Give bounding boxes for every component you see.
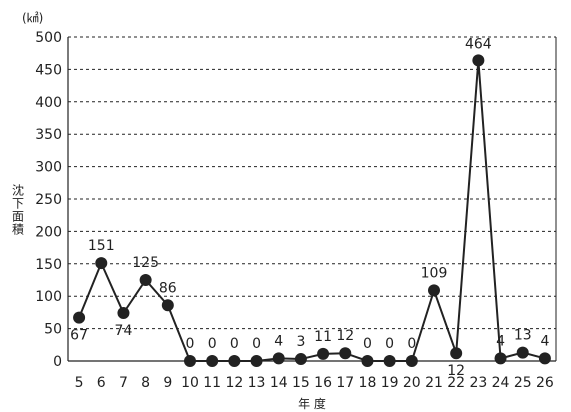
y-tick-label: 100 xyxy=(35,289,62,305)
y-tick-labels: 0 50 100 150 200 250 300 350 400 450 500 xyxy=(35,30,62,370)
data-point xyxy=(339,347,352,360)
data-label: 0 xyxy=(208,336,217,352)
data-point xyxy=(516,346,529,359)
x-tick-label: 11 xyxy=(203,375,221,391)
x-tick-label: 21 xyxy=(425,375,443,391)
x-tick-label: 17 xyxy=(336,375,354,391)
data-label: 125 xyxy=(132,255,159,271)
x-tick-label: 6 xyxy=(97,375,106,391)
data-label: 12 xyxy=(447,363,465,379)
x-axis-title: 年 度 xyxy=(298,396,326,411)
data-point xyxy=(361,355,374,367)
x-tick-label: 5 xyxy=(75,375,84,391)
data-label: 3 xyxy=(296,334,305,350)
x-tick-label: 16 xyxy=(314,375,332,391)
x-tick-labels: 5 6 7 8 9 10 11 12 13 14 15 16 17 18 19 20 21 22 23 24 25 26 xyxy=(75,375,554,391)
x-tick-label: 20 xyxy=(403,375,421,391)
data-label: 0 xyxy=(230,336,239,352)
x-tick-label: 7 xyxy=(119,375,128,391)
x-tick-label: 10 xyxy=(181,375,199,391)
y-axis-title-char: 積 xyxy=(12,222,24,237)
y-tick-label: 200 xyxy=(35,224,62,240)
data-point xyxy=(206,355,219,367)
data-label: 4 xyxy=(274,333,283,349)
data-label: 0 xyxy=(252,336,261,352)
y-tick-label: 300 xyxy=(35,160,62,176)
data-label: 4 xyxy=(496,333,505,349)
data-label: 67 xyxy=(70,328,88,344)
data-point xyxy=(450,347,463,360)
y-tick-label: 350 xyxy=(35,127,62,143)
data-point xyxy=(73,311,86,324)
axes xyxy=(67,37,557,362)
y-tick-label: 50 xyxy=(44,322,62,338)
data-label: 0 xyxy=(407,336,416,352)
x-tick-label: 22 xyxy=(447,375,465,391)
x-tick-label: 8 xyxy=(141,375,150,391)
data-point xyxy=(161,299,174,312)
y-axis-title-char: 面 xyxy=(12,210,24,224)
series-line-path xyxy=(78,60,546,362)
data-point xyxy=(317,347,330,360)
data-label: 11 xyxy=(314,329,332,345)
data-label: 86 xyxy=(159,280,177,296)
y-axis-title: 沈下面積 xyxy=(12,183,24,237)
data-label: 464 xyxy=(465,36,492,52)
x-tick-label: 23 xyxy=(469,375,487,391)
data-point xyxy=(428,284,440,297)
y-axis-title-char: 沈 xyxy=(12,183,24,198)
x-tick-label: 19 xyxy=(381,375,399,391)
data-point xyxy=(117,307,130,320)
data-points xyxy=(73,54,551,367)
y-tick-label: 400 xyxy=(35,95,62,111)
data-point xyxy=(184,355,196,367)
y-axis-unit: (㎢) xyxy=(22,11,43,25)
data-point xyxy=(405,355,418,367)
x-tick-label: 18 xyxy=(359,375,377,391)
data-label: 74 xyxy=(115,323,133,339)
data-label: 13 xyxy=(514,328,532,344)
data-point xyxy=(250,355,263,367)
data-point xyxy=(383,355,396,367)
data-point xyxy=(538,352,551,365)
data-point xyxy=(272,352,285,365)
data-label: 12 xyxy=(336,328,354,344)
x-tick-label: 24 xyxy=(492,375,510,391)
data-label: 0 xyxy=(186,336,195,352)
data-label: 151 xyxy=(88,238,115,254)
y-tick-label: 500 xyxy=(35,30,62,46)
x-tick-label: 13 xyxy=(248,375,266,391)
x-tick-label: 12 xyxy=(225,375,243,391)
data-point xyxy=(95,257,108,270)
data-label: 0 xyxy=(385,336,394,352)
data-point xyxy=(494,352,507,365)
x-tick-label: 9 xyxy=(163,375,172,391)
y-tick-label: 250 xyxy=(35,192,62,208)
data-point xyxy=(294,353,307,366)
x-tick-label: 26 xyxy=(536,375,554,391)
data-label: 109 xyxy=(421,265,448,281)
y-axis-title-char: 下 xyxy=(12,197,24,211)
data-point xyxy=(139,274,152,286)
data-point xyxy=(228,355,241,367)
data-label: 4 xyxy=(540,333,549,349)
y-tick-label: 450 xyxy=(35,62,62,78)
x-tick-label: 25 xyxy=(514,375,532,391)
data-label: 0 xyxy=(363,336,372,352)
data-point xyxy=(472,54,485,67)
x-tick-label: 14 xyxy=(270,375,288,391)
series-line xyxy=(78,60,546,362)
x-tick-label: 15 xyxy=(292,375,310,391)
y-tick-label: 0 xyxy=(53,354,62,370)
y-tick-label: 150 xyxy=(35,257,62,273)
